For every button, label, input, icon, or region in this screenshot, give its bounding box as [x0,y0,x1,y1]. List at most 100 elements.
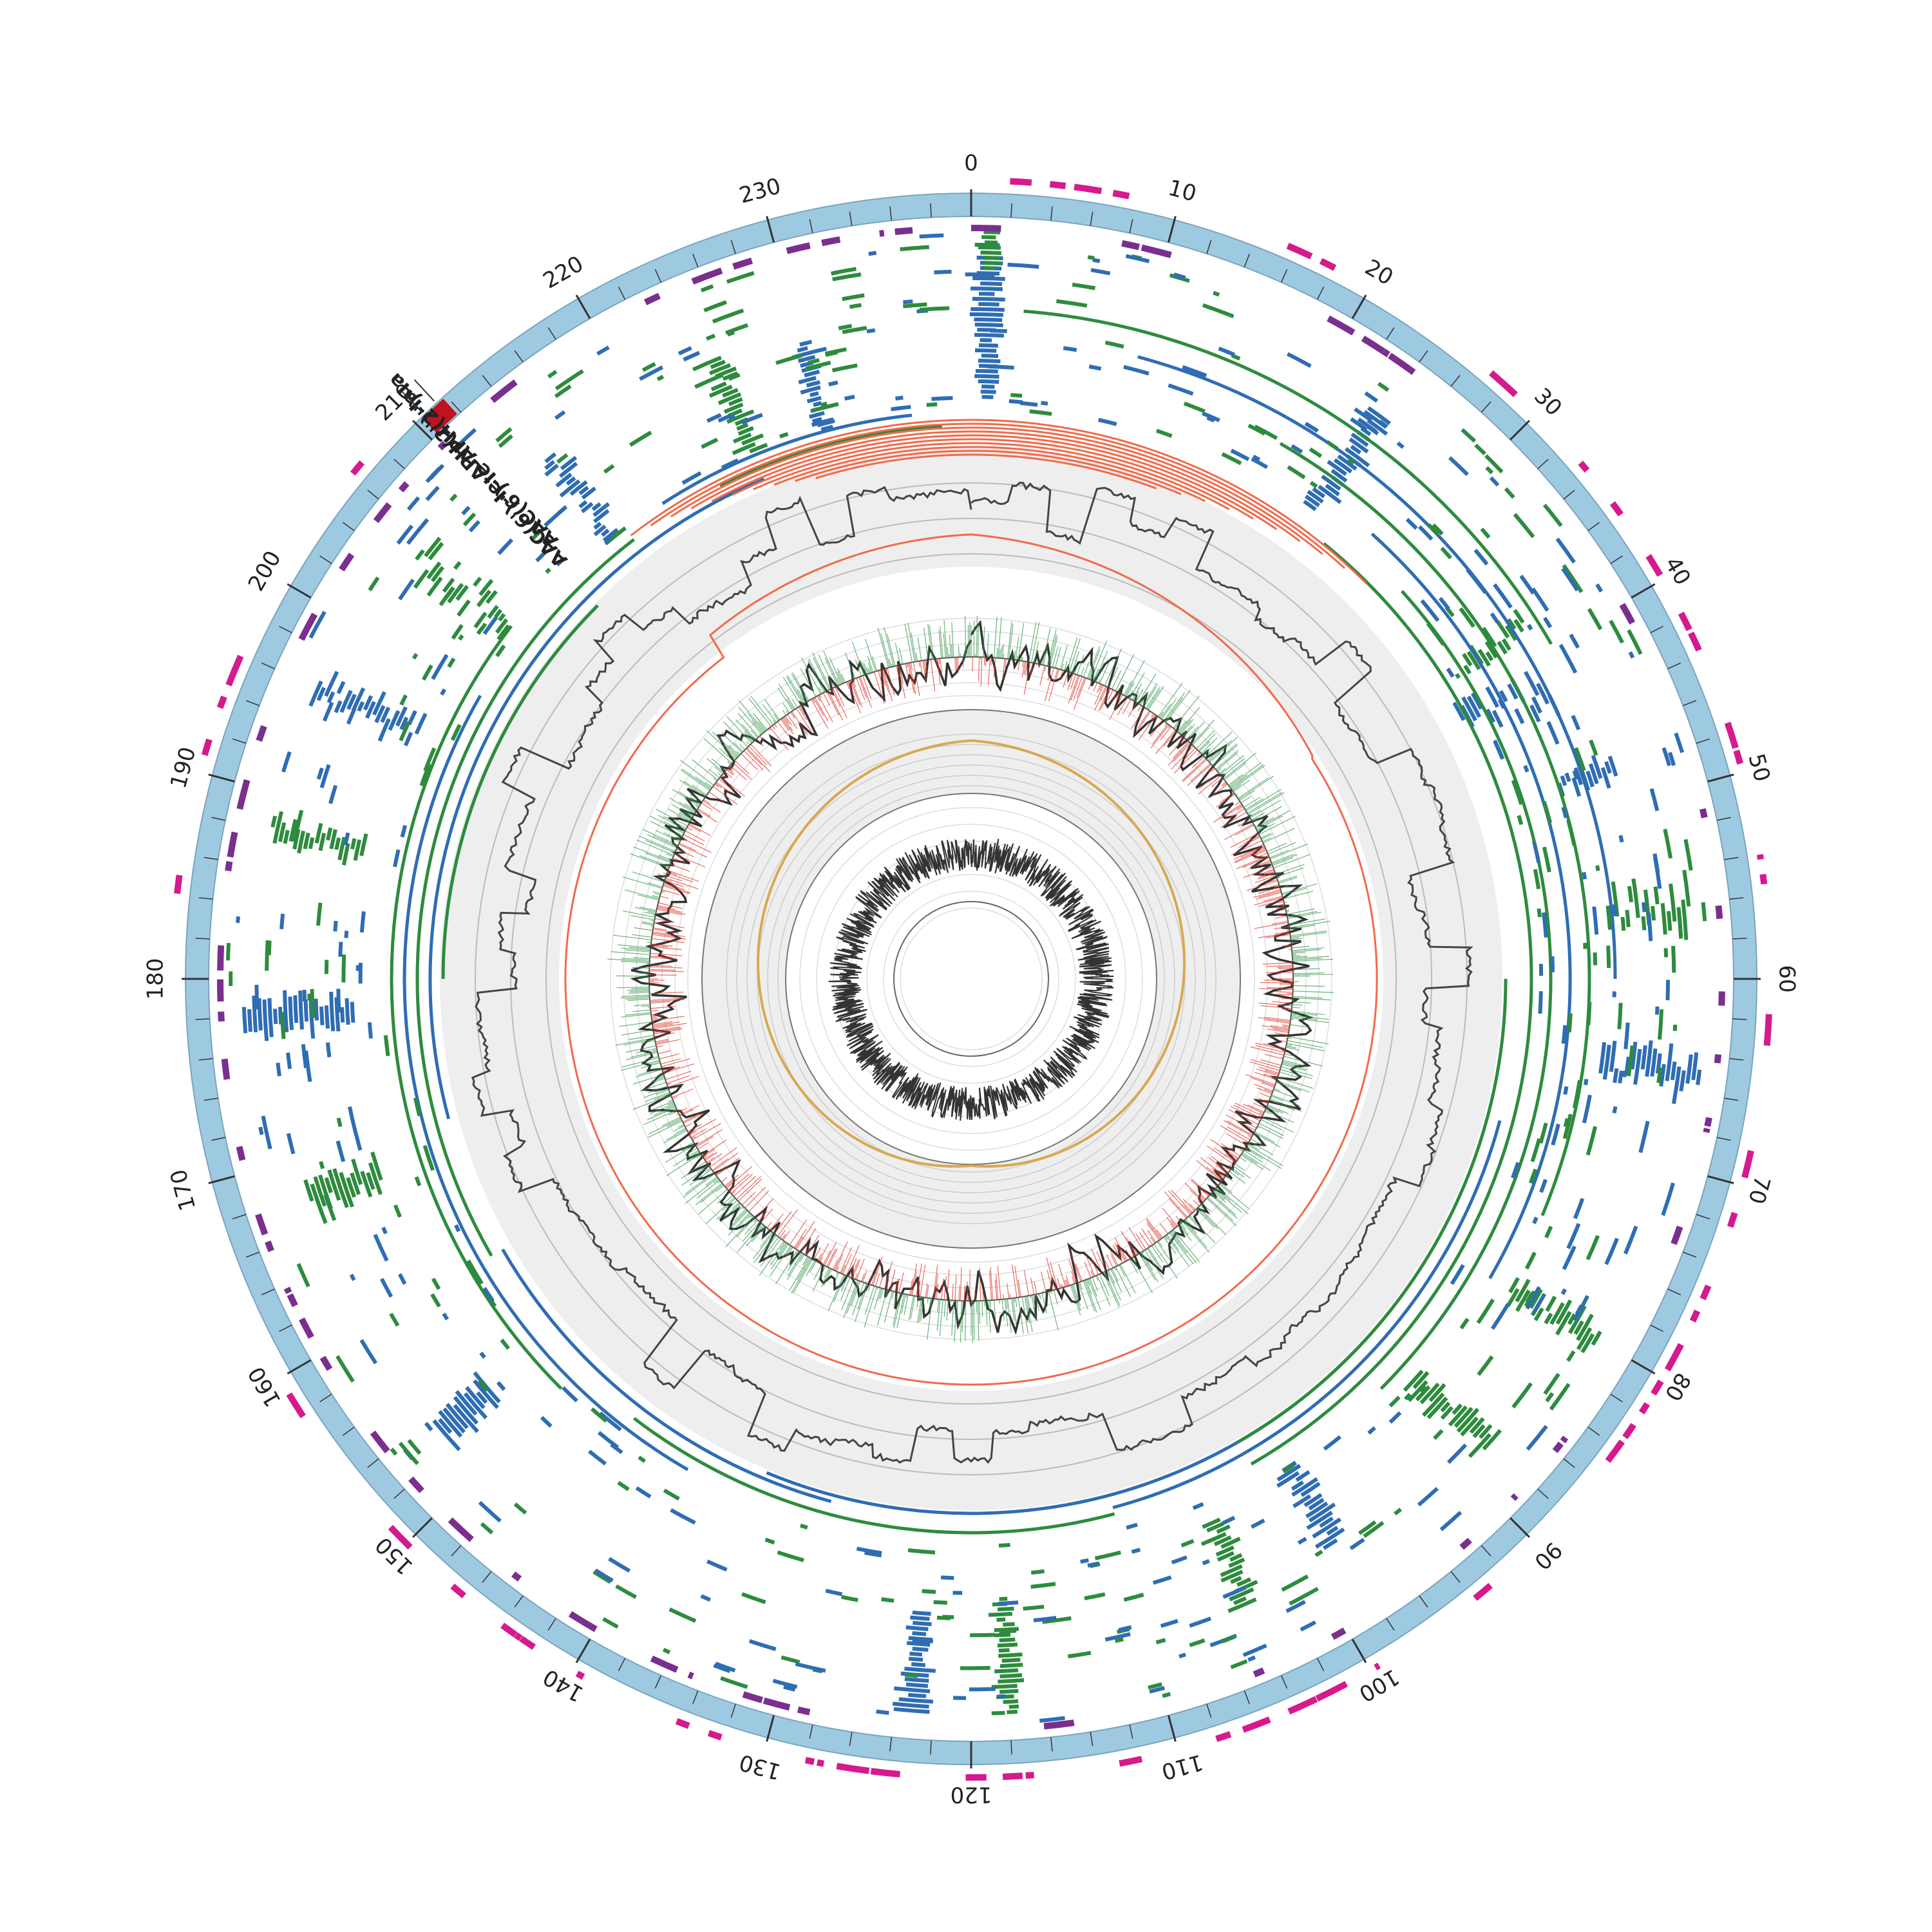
minor-tick [1724,857,1739,860]
blast-hit [337,837,346,860]
blast-hit [1438,596,1450,611]
gc-skew-bar [696,1179,720,1199]
gc-skew-bar [1290,930,1327,936]
gc-skew-bar [784,1245,793,1257]
cds-feature [227,831,238,858]
gc-skew-bar [1183,724,1195,737]
blast-hit [798,375,817,384]
gc-skew-bar [1241,1153,1258,1164]
gc-skew-bar [989,1271,992,1301]
gc-skew-bar [1282,945,1292,947]
gc-skew-bar [725,1216,754,1247]
cds-feature [500,1622,518,1638]
blast-long-hit [402,694,689,1472]
cds-feature [350,460,365,476]
blast-hit [904,1677,929,1683]
blast-hit [457,428,477,447]
blast-hit [1358,1520,1377,1535]
gc-skew-bar [1267,842,1287,852]
gc-skew-bar [1214,1183,1218,1187]
gc-skew-bar [1233,845,1265,860]
blast-hit [828,380,838,387]
blast-hit [919,233,944,239]
blast-hit [596,345,610,356]
blast-hit [445,1403,469,1430]
gc-skew-bar [726,1166,753,1189]
cds-feature [339,553,355,572]
gc-skew-bar [857,1283,867,1310]
gc-skew-bar [880,633,891,668]
blast-hit [1531,696,1542,714]
minor-tick [889,206,892,221]
blast-hit [1630,1041,1638,1070]
gc-skew-bar [1255,1045,1285,1053]
minor-tick [1729,1058,1744,1061]
gc-skew-bar [1196,1160,1222,1182]
gc-skew-bar [1259,1092,1271,1098]
blast-hit [276,1062,281,1077]
blast-hit [413,569,430,589]
blast-hit [1220,1569,1244,1583]
gc-skew-bar [925,659,928,673]
gc-skew-bar [1110,1269,1122,1292]
gc-skew-bar [624,889,659,900]
gc-skew-bar [1245,1074,1276,1085]
gc-skew-bar [781,1233,786,1240]
minor-tick [1450,375,1461,387]
gc-skew-bar [1254,922,1289,929]
gc-skew-bar [1262,1082,1274,1088]
minor-tick [1481,1545,1492,1557]
blast-hit [592,1570,612,1584]
blast-hit [1439,1510,1463,1531]
gc-skew-bar [650,999,685,1003]
gc-skew-bar [868,1273,873,1285]
cds-feature [514,1632,523,1641]
gc-skew-bar [1161,699,1177,720]
cds-feature [707,1730,723,1741]
gc-skew-bar [713,777,717,782]
blast-hit [407,1439,422,1455]
blast-hit [721,458,739,469]
blast-hit [1001,1658,1021,1663]
blast-hit [461,506,471,516]
gc-skew-bar [791,673,808,702]
blast-long-hit [501,1248,832,1503]
gc-skew-bar [1282,1062,1308,1070]
gc-skew-bar [1047,667,1052,681]
blast-hit [800,385,821,395]
gc-skew-bar [655,1040,669,1044]
gc-skew-bar [1221,758,1245,777]
cds-feature [1253,1667,1265,1678]
gc-skew-bar [732,1202,740,1209]
gc-skew-bar [1151,1245,1164,1263]
gc-skew-bar [632,967,650,969]
gc-skew-bar [1198,1206,1226,1235]
gc-skew-bar [1176,735,1182,741]
gc-skew-bar [1063,672,1069,688]
gc-skew-bar [1209,737,1238,763]
gc-skew-bar [1058,1264,1066,1287]
gc-skew-bar [1074,665,1078,674]
gc-skew-bar [909,1278,913,1295]
gc-skew-bar [1173,749,1198,774]
blast-hit [736,422,749,431]
cds-feature [732,258,753,270]
gc-skew-bar [674,1108,677,1110]
blast-hit [267,940,272,956]
blast-hit [1396,441,1405,450]
cds-feature [225,654,244,687]
gc-skew-bar [1111,1255,1117,1267]
gc-skew-track [607,616,1334,1343]
blast-hit [1229,1587,1255,1602]
gc-skew-bar [617,944,651,949]
grid-ring [610,618,1332,1340]
gc-skew-bar [1198,741,1211,752]
gc-skew-bar [1293,985,1325,987]
gc-skew-bar [1001,1299,1005,1321]
gc-skew-bar [706,1157,715,1163]
cds-feature [742,1691,763,1703]
blast-hit [1452,701,1466,721]
cds-feature [1242,1716,1271,1733]
cds-feature [1043,1719,1075,1730]
blast-hit [412,652,419,660]
